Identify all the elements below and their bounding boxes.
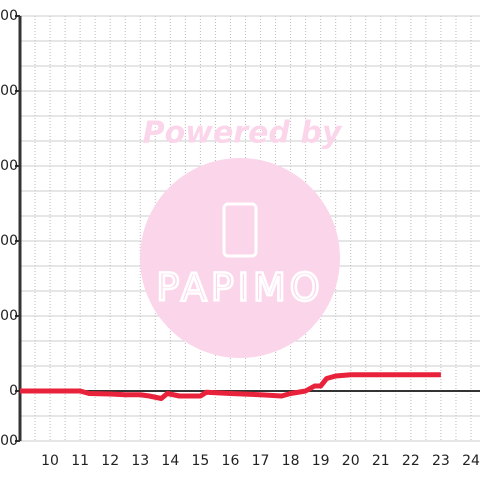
x-tick-label: 23: [432, 453, 450, 469]
y-tick-label: 0: [9, 383, 18, 399]
grid: 10 11 12 13 14 15 16 17 18 19 20 21 22 23 24 -20,000 0 30…: [0, 8, 480, 469]
plot: [20, 372, 441, 401]
watermark-text: Powered by: [143, 116, 343, 151]
x-tick-label: 24: [462, 453, 480, 469]
y-tick-label: 90,000: [0, 158, 18, 174]
y-tick-label: 30,000: [0, 308, 18, 324]
data-line: [20, 372, 441, 401]
x-tick-label: 12: [101, 453, 119, 469]
y-tick-label: 60,000: [0, 233, 18, 249]
y-tick-label: 120,000: [0, 83, 18, 99]
y-tick-label: -20,000: [0, 433, 18, 449]
watermark-icon: [222, 202, 258, 258]
x-tick-label: 16: [222, 453, 240, 469]
watermark-circle: [140, 158, 340, 358]
x-tick-label: 10: [41, 453, 59, 469]
x-tick-label: 15: [191, 453, 209, 469]
watermark-logo: PAPIMO: [156, 266, 323, 310]
watermark: Powered by PAPIMO: [140, 116, 343, 358]
x-tick-label: 22: [402, 453, 420, 469]
x-tick-label: 21: [372, 453, 390, 469]
x-tick-label: 17: [252, 453, 270, 469]
x-tick-label: 18: [282, 453, 300, 469]
x-tick-label: 13: [131, 453, 149, 469]
y-tick-label: 150,000: [0, 8, 18, 24]
x-tick-label: 14: [161, 453, 179, 469]
x-tick-label: 19: [312, 453, 330, 469]
x-tick-label: 20: [342, 453, 360, 469]
x-tick-label: 11: [71, 453, 89, 469]
